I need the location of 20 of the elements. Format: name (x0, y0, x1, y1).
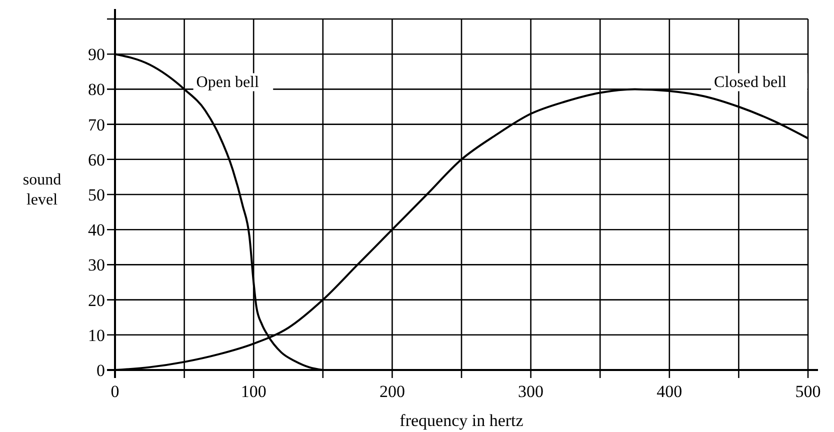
x-tick-label: 200 (379, 382, 405, 401)
series-label: Open bell (196, 74, 260, 92)
y-tick-label: 40 (88, 220, 105, 240)
y-tick-label: 70 (88, 115, 105, 134)
y-tick-label: 60 (88, 150, 105, 170)
y-tick-label: 0 (96, 360, 105, 380)
y-tick-label: 90 (88, 45, 105, 64)
x-tick-label: 500 (795, 382, 821, 401)
y-tick-label: 20 (88, 290, 105, 310)
series-label: Closed bell (714, 74, 788, 92)
x-tick-label: 100 (240, 382, 266, 401)
y-tick-label: 50 (88, 185, 105, 204)
y-tick-label: 80 (88, 80, 105, 100)
x-tick-label: 400 (656, 382, 682, 401)
x-axis-title: frequency in hertz (400, 411, 524, 430)
x-tick-label: 0 (110, 382, 120, 401)
x-tick-label: 300 (518, 382, 544, 401)
y-tick-label: 10 (88, 326, 105, 345)
y-tick-label: 30 (88, 256, 105, 275)
y-axis-title: sound level (22, 172, 62, 208)
